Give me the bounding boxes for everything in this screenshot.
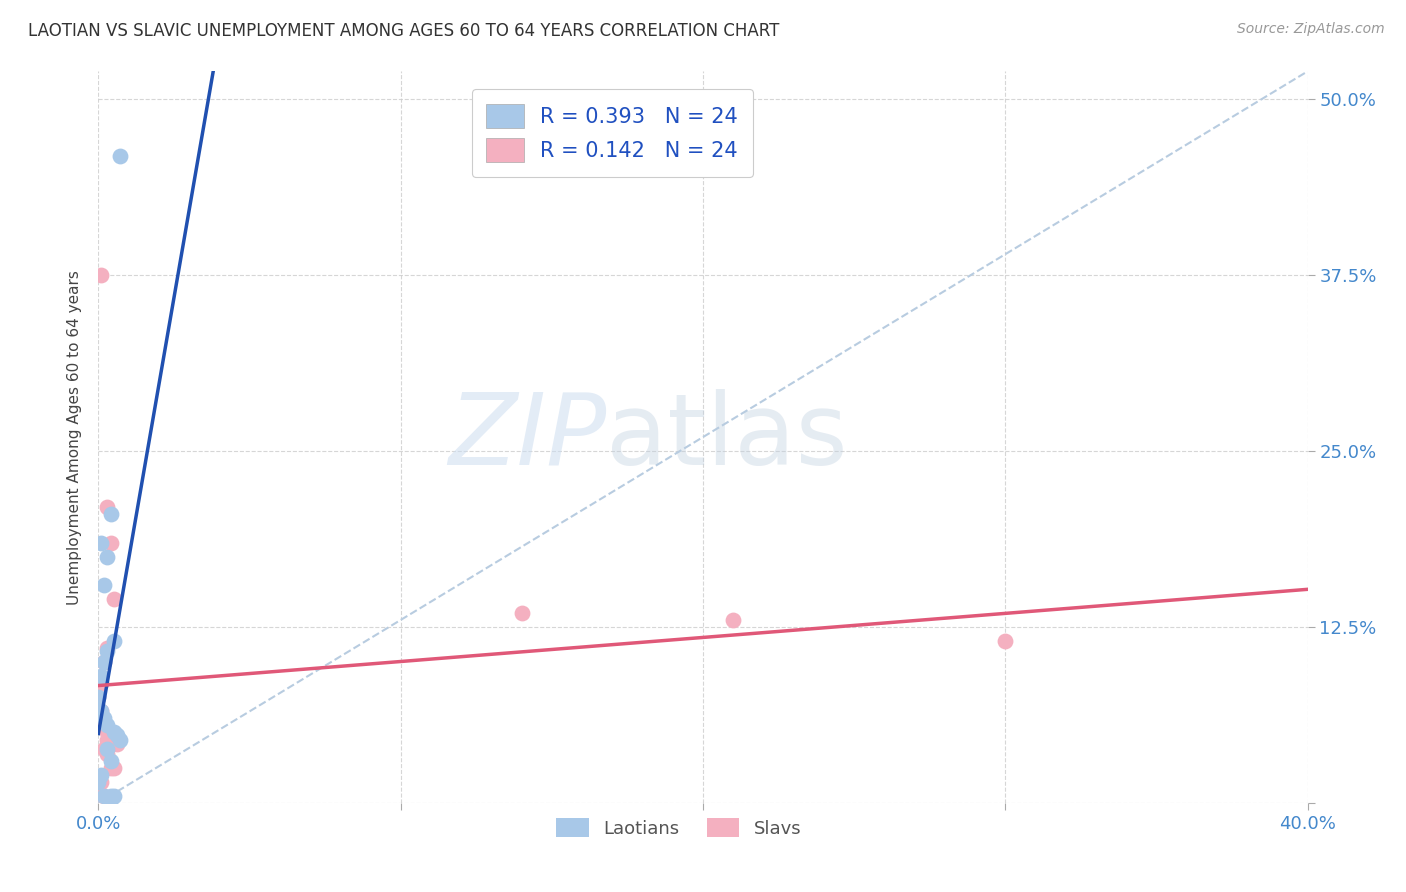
Point bbox=[96, 500, 118, 515]
Point bbox=[100, 791, 122, 805]
Point bbox=[100, 535, 122, 549]
Point bbox=[93, 655, 115, 669]
Point bbox=[87, 774, 110, 789]
Point bbox=[103, 634, 125, 648]
Point bbox=[90, 705, 112, 719]
Point bbox=[96, 718, 118, 732]
Point bbox=[93, 789, 115, 803]
Text: Source: ZipAtlas.com: Source: ZipAtlas.com bbox=[1237, 22, 1385, 37]
Point bbox=[108, 732, 131, 747]
Point bbox=[93, 655, 115, 669]
Point bbox=[93, 711, 115, 725]
Point bbox=[105, 728, 128, 742]
Point bbox=[100, 508, 122, 522]
Point bbox=[105, 737, 128, 751]
Point bbox=[87, 690, 110, 705]
Point bbox=[96, 641, 118, 656]
Point bbox=[90, 767, 112, 781]
Point bbox=[87, 784, 110, 798]
Text: ZIP: ZIP bbox=[449, 389, 606, 485]
Point bbox=[96, 549, 118, 564]
Point bbox=[103, 591, 125, 606]
Point bbox=[103, 725, 125, 739]
Point bbox=[90, 535, 112, 549]
Point bbox=[96, 732, 118, 747]
Point bbox=[100, 761, 122, 775]
Point bbox=[90, 268, 112, 283]
Point bbox=[93, 789, 115, 803]
Point bbox=[96, 747, 118, 761]
Text: LAOTIAN VS SLAVIC UNEMPLOYMENT AMONG AGES 60 TO 64 YEARS CORRELATION CHART: LAOTIAN VS SLAVIC UNEMPLOYMENT AMONG AGE… bbox=[28, 22, 779, 40]
Point bbox=[87, 690, 110, 705]
Point bbox=[96, 725, 118, 739]
Point bbox=[100, 789, 122, 803]
Point bbox=[510, 606, 533, 620]
Point bbox=[103, 728, 125, 742]
Point bbox=[723, 613, 745, 627]
Point bbox=[103, 789, 125, 803]
Point bbox=[994, 634, 1017, 648]
Point bbox=[96, 742, 118, 756]
Point bbox=[93, 742, 115, 756]
Point bbox=[90, 774, 112, 789]
Point bbox=[100, 754, 122, 768]
Point bbox=[90, 676, 112, 690]
Point bbox=[93, 578, 115, 592]
Text: atlas: atlas bbox=[606, 389, 848, 485]
Point bbox=[90, 669, 112, 683]
Legend: Laotians, Slavs: Laotians, Slavs bbox=[550, 811, 808, 845]
Point bbox=[90, 705, 112, 719]
Point bbox=[103, 761, 125, 775]
Y-axis label: Unemployment Among Ages 60 to 64 years: Unemployment Among Ages 60 to 64 years bbox=[67, 269, 83, 605]
Point bbox=[108, 149, 131, 163]
Point bbox=[96, 644, 118, 658]
Point bbox=[93, 718, 115, 732]
